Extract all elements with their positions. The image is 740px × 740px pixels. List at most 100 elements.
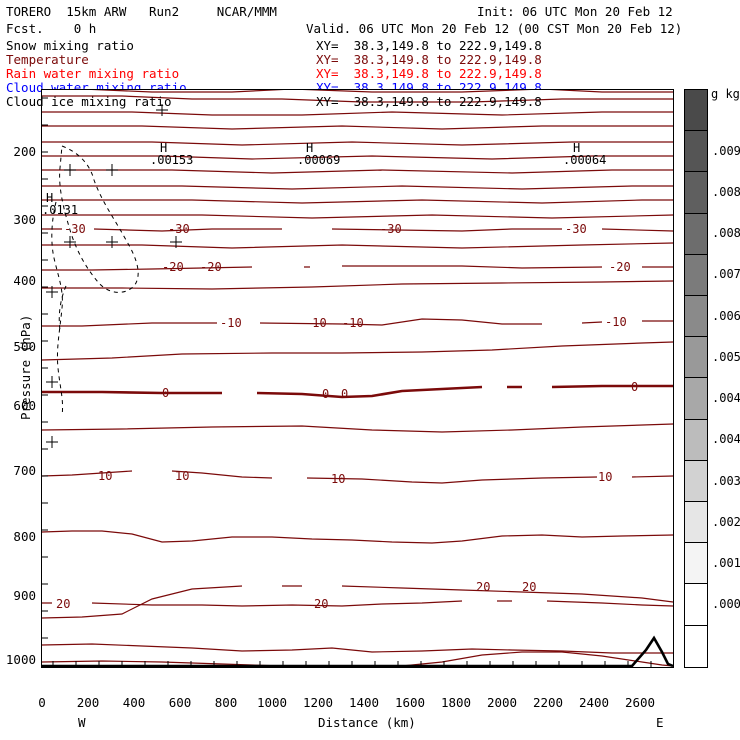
colorbar-tick-label: .004 bbox=[712, 432, 740, 447]
svg-text:20: 20 bbox=[522, 580, 536, 594]
y-tick-label-600: 600 bbox=[13, 398, 36, 413]
svg-text:10: 10 bbox=[175, 469, 189, 483]
x-tick-label-600: 600 bbox=[168, 695, 192, 710]
colorbar-cell bbox=[685, 172, 707, 214]
direction-label-west: W bbox=[78, 715, 86, 730]
header-fcst-line: Fcst. 0 h bbox=[6, 21, 97, 36]
y-tick-label-1000: 1000 bbox=[5, 652, 36, 667]
y-tick-label-300: 300 bbox=[13, 212, 36, 227]
y-minor-ticks bbox=[42, 97, 48, 639]
x-tick-label-0: 0 bbox=[38, 695, 46, 710]
svg-text:-20: -20 bbox=[200, 260, 222, 274]
colorbar-tick-label: .0008 bbox=[712, 597, 740, 612]
colorbar-cell bbox=[685, 502, 707, 544]
colorbar-tick-label: .0088 bbox=[712, 185, 740, 200]
cloud-ice-contours bbox=[91, 90, 673, 93]
x-tick-label-1800: 1800 bbox=[440, 695, 472, 710]
legend-xy-cloud-ice: XY= 38.3,149.8 to 222.9,149.8 bbox=[316, 94, 542, 109]
svg-text:0: 0 bbox=[162, 386, 169, 400]
x-tick-label-1400: 1400 bbox=[348, 695, 380, 710]
x-minor-ticks bbox=[52, 661, 652, 667]
svg-text:H: H bbox=[306, 141, 313, 155]
y-tick-label-700: 700 bbox=[13, 463, 36, 478]
legend-xy-snow: XY= 38.3,149.8 to 222.9,149.8 bbox=[316, 38, 542, 53]
header-model-line: TORERO 15km ARW Run2 NCAR/MMM bbox=[6, 4, 277, 19]
colorbar-cell bbox=[685, 584, 707, 626]
svg-text:0: 0 bbox=[322, 387, 329, 401]
y-tick-label-900: 900 bbox=[13, 588, 36, 603]
colorbar-cell bbox=[685, 90, 707, 132]
snow-mixing-ratio-contours bbox=[51, 145, 139, 417]
x-tick-label-1600: 1600 bbox=[394, 695, 426, 710]
colorbar[interactable] bbox=[684, 89, 708, 668]
svg-text:-30: -30 bbox=[168, 222, 190, 236]
direction-label-east: E bbox=[656, 715, 664, 730]
header-valid-line: Valid. 06 UTC Mon 20 Feb 12 (00 CST Mon … bbox=[306, 21, 683, 36]
plot-area[interactable]: -30 -30 -30 -30 -20 -20 -20 -10 -10 -10 … bbox=[41, 89, 674, 668]
svg-text:0: 0 bbox=[341, 387, 348, 401]
colorbar-cell bbox=[685, 419, 707, 461]
x-tick-label-2400: 2400 bbox=[578, 695, 610, 710]
svg-text:H: H bbox=[46, 191, 53, 205]
x-tick-label-1000: 1000 bbox=[256, 695, 288, 710]
svg-text:-10: -10 bbox=[605, 315, 627, 329]
svg-text:H: H bbox=[573, 141, 580, 155]
colorbar-cell bbox=[685, 296, 707, 338]
y-axis-title: Pressure (hPa) bbox=[18, 314, 33, 420]
colorbar-tick-label: .0056 bbox=[712, 349, 740, 364]
y-tick-label-400: 400 bbox=[13, 273, 36, 288]
colorbar-cell bbox=[685, 378, 707, 420]
header-init-line: Init: 06 UTC Mon 20 Feb 12 bbox=[477, 4, 673, 19]
x-tick-label-1200: 1200 bbox=[302, 695, 334, 710]
x-tick-label-2000: 2000 bbox=[486, 695, 518, 710]
y-tick-label-200: 200 bbox=[13, 144, 36, 159]
svg-text:-30: -30 bbox=[64, 222, 86, 236]
svg-text:-30: -30 bbox=[565, 222, 587, 236]
y-tick-label-500: 500 bbox=[13, 339, 36, 354]
colorbar-tick-label: .0064 bbox=[712, 308, 740, 323]
svg-text:-10: -10 bbox=[342, 316, 364, 330]
terrain-boundary bbox=[42, 635, 673, 667]
legend-xy-temperature: XY= 38.3,149.8 to 222.9,149.8 bbox=[316, 52, 542, 67]
svg-text:.00064: .00064 bbox=[563, 153, 606, 167]
x-tick-label-400: 400 bbox=[122, 695, 146, 710]
x-axis-title: Distance (km) bbox=[318, 715, 416, 730]
colorbar-unit-label: g kg-1 bbox=[711, 86, 740, 101]
svg-text:0: 0 bbox=[631, 380, 638, 394]
colorbar-tick-label: .008 bbox=[712, 226, 740, 241]
y-tick-label-800: 800 bbox=[13, 529, 36, 544]
colorbar-tick-label: .0032 bbox=[712, 473, 740, 488]
colorbar-cell bbox=[685, 625, 707, 667]
colorbar-cell bbox=[685, 460, 707, 503]
legend-item-rain-water-mixing-ratio: Rain water mixing ratio bbox=[6, 66, 180, 81]
snow-high-markers: H .00153 H .00069 H .00064 H .0131 bbox=[42, 141, 606, 217]
svg-text:.00069: .00069 bbox=[297, 153, 340, 167]
colorbar-cell bbox=[685, 254, 707, 297]
svg-text:-30: -30 bbox=[380, 222, 402, 236]
svg-text:H: H bbox=[160, 141, 167, 155]
legend-xy-rain: XY= 38.3,149.8 to 222.9,149.8 bbox=[316, 66, 542, 81]
svg-text:10: 10 bbox=[331, 472, 345, 486]
snow-field-plus-markers bbox=[46, 104, 182, 448]
temperature-contours bbox=[42, 95, 673, 667]
colorbar-tick-label: .0096 bbox=[712, 143, 740, 158]
svg-text:10: 10 bbox=[598, 470, 612, 484]
svg-text:-10: -10 bbox=[220, 316, 242, 330]
svg-text:-20: -20 bbox=[609, 260, 631, 274]
svg-text:-20: -20 bbox=[162, 260, 184, 274]
x-tick-label-200: 200 bbox=[76, 695, 100, 710]
svg-text:-10: -10 bbox=[305, 316, 327, 330]
colorbar-cell bbox=[685, 131, 707, 173]
colorbar-cell bbox=[685, 543, 707, 585]
x-tick-label-800: 800 bbox=[214, 695, 238, 710]
colorbar-unit-text: g kg bbox=[711, 87, 740, 101]
svg-text:10: 10 bbox=[98, 469, 112, 483]
contour-canvas: -30 -30 -30 -30 -20 -20 -20 -10 -10 -10 … bbox=[42, 90, 673, 667]
x-tick-label-2200: 2200 bbox=[532, 695, 564, 710]
svg-text:20: 20 bbox=[56, 597, 70, 611]
x-tick-label-2600: 2600 bbox=[624, 695, 656, 710]
svg-text:.00153: .00153 bbox=[150, 153, 193, 167]
